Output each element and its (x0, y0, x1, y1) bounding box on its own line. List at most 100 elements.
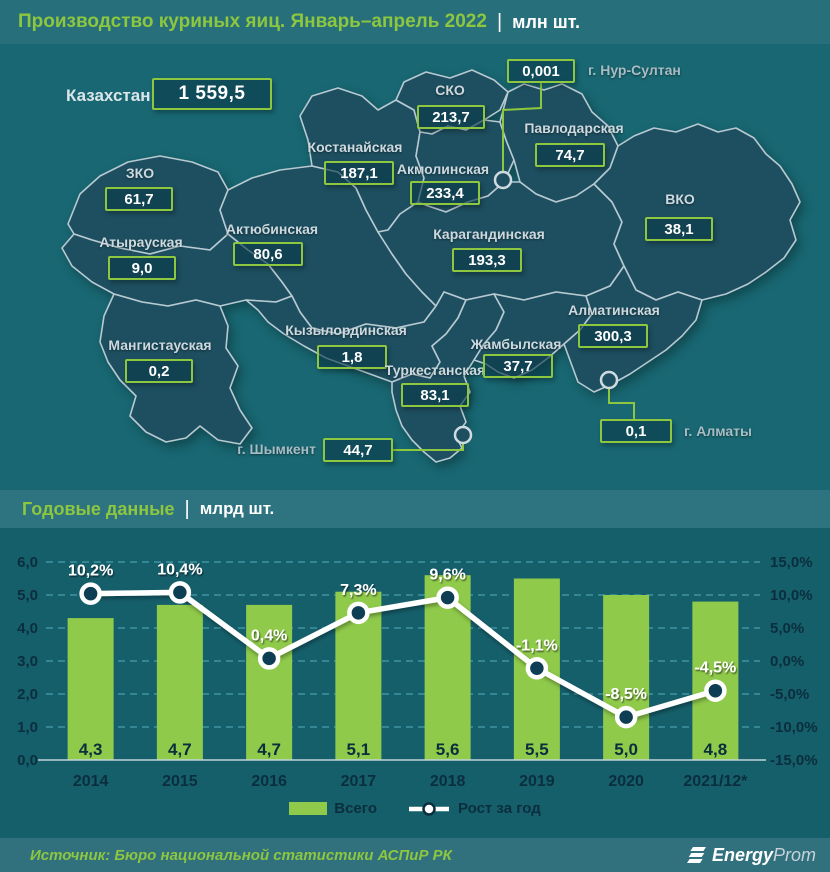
annual-combo-chart: 6,0 15,0% 5,0 10,0% 4,0 5,0% 3,0 0,0% 2,0 -5,0% 1,… (17, 554, 818, 790)
region-label-sko: СКО (435, 82, 465, 98)
growth-marker (257, 647, 281, 670)
region-value-vko: 38,1 (645, 217, 713, 241)
right-axis-tick: 10,0% (770, 587, 813, 604)
x-axis-label: 2021/12* (683, 773, 748, 790)
region-value-zhambyl: 37,7 (483, 354, 553, 378)
bar-value-label: 4,8 (704, 740, 728, 759)
region-label-kyzylorda: Кызылординская (285, 322, 407, 338)
region-label-aktobe: Актюбинская (225, 221, 319, 237)
bar-value-label: 5,5 (525, 740, 549, 759)
annual-section-bar: Годовые данные | млрд шт. (0, 490, 830, 528)
legend-item-total: Всего (289, 800, 377, 817)
region-label-vko: ВКО (665, 191, 695, 207)
energyprom-logo: EnergyProm (685, 845, 816, 866)
right-axis-tick: 15,0% (770, 554, 813, 571)
x-axis-label: 2016 (251, 773, 287, 790)
growth-marker (525, 657, 549, 680)
right-axis-tick: 5,0% (770, 620, 804, 637)
region-label-zko: ЗКО (125, 165, 155, 181)
growth-marker (704, 679, 727, 702)
region-value-karaganda: 193,3 (452, 248, 522, 272)
x-axis-label: 2019 (519, 773, 555, 790)
x-axis-label: 2014 (73, 773, 109, 790)
logo-text-light: Prom (772, 844, 816, 865)
city-value-nur-sultan: 0,001 (507, 59, 575, 83)
almaty-marker-icon (599, 370, 619, 390)
energyprom-icon (686, 847, 706, 863)
growth-marker (436, 586, 459, 609)
region-value-atyrau: 9,0 (108, 256, 176, 280)
legend-label-growth: Рост за год (457, 800, 541, 817)
growth-marker (347, 601, 370, 625)
bar-value-label: 4,3 (79, 740, 103, 759)
map-region-vko (593, 123, 801, 301)
x-axis-label: 2018 (430, 773, 466, 790)
region-label-pavlodar: Павлодарская (524, 120, 624, 136)
region-label-karaganda: Карагандинская (433, 226, 545, 242)
left-axis-tick: 2,0 (17, 686, 38, 703)
region-value-mangystau: 0,2 (125, 359, 193, 383)
bar (603, 595, 650, 760)
left-axis-tick: 6,0 (17, 554, 38, 571)
growth-line (87, 589, 719, 720)
growth-label: -1,1% (516, 637, 558, 654)
map-panel: Казахстан 1 559,5 ЗКО 61,7 Атырауская 9,… (0, 44, 830, 490)
region-value-kostanay: 187,1 (324, 161, 394, 185)
region-value-akmola: 233,4 (410, 181, 480, 205)
title-separator: | (496, 10, 503, 33)
footer-bar: Источник: Бюро национальной статистики А… (0, 838, 830, 872)
annual-section-title: Годовые данные (22, 498, 175, 519)
region-label-kostanay: Костанайская (307, 139, 403, 155)
city-value-shymkent: 44,7 (323, 438, 393, 462)
annual-section-unit: млрд шт. (199, 499, 275, 518)
growth-marker (79, 582, 102, 605)
city-label-shymkent: г. Шымкент (237, 441, 316, 457)
bar (67, 618, 114, 760)
title-unit: млн шт. (512, 11, 581, 32)
nur-sultan-marker-icon (493, 170, 513, 190)
region-label-turkestan: Туркестанская (384, 362, 486, 378)
line-marker-icon (408, 801, 449, 816)
shymkent-connector (393, 443, 464, 451)
region-label-almaty-obl: Алматинская (568, 302, 660, 318)
bar-value-label: 5,6 (436, 740, 460, 759)
right-axis-tick: -15,0% (770, 752, 818, 769)
nur-sultan-connector (502, 83, 542, 172)
region-label-atyrau: Атырауская (99, 234, 183, 250)
x-axis-label: 2020 (608, 773, 644, 790)
region-label-mangystau: Мангистауская (108, 337, 212, 353)
left-axis-tick: 5,0 (17, 587, 38, 604)
region-value-aktobe: 80,6 (233, 242, 303, 266)
bar (156, 604, 203, 760)
right-axis-tick: 0,0% (770, 653, 804, 670)
bar-value-label: 4,7 (168, 740, 192, 759)
growth-label: 0,4% (251, 627, 287, 644)
growth-label: 7,3% (340, 582, 376, 599)
chart-legend: Всего Рост за год (0, 800, 830, 817)
x-axis-label: 2015 (162, 773, 198, 790)
city-label-almaty: г. Алматы (684, 423, 752, 439)
growth-label: 10,4% (157, 561, 202, 578)
chart-panel: 6,0 15,0% 5,0 10,0% 4,0 5,0% 3,0 0,0% 2,0 -5,0% 1,… (0, 528, 830, 838)
bar-value-label: 4,7 (257, 740, 281, 759)
x-axis-label: 2017 (341, 773, 377, 790)
almaty-connector (608, 388, 635, 419)
country-label: Казахстан (66, 86, 151, 105)
right-axis-tick: -5,0% (770, 686, 809, 703)
region-value-almaty-obl: 300,3 (578, 324, 648, 348)
city-value-almaty: 0,1 (600, 419, 672, 443)
region-value-turkestan: 83,1 (401, 383, 469, 407)
bar-value-label: 5,0 (614, 740, 638, 759)
header-bar: Производство куриных яиц. Январь–апрель … (0, 0, 830, 44)
city-label-nur-sultan: г. Нур-Султан (588, 62, 681, 78)
bar-swatch-icon (289, 802, 328, 815)
legend-label-total: Всего (334, 800, 377, 817)
right-axis-tick: -10,0% (770, 719, 818, 736)
left-axis-tick: 3,0 (17, 653, 38, 670)
region-label-zhambyl: Жамбылская (470, 336, 562, 352)
country-value: 1 559,5 (152, 78, 272, 110)
growth-marker (168, 581, 192, 604)
region-label-akmola: Акмолинская (396, 161, 490, 177)
logo-text-bold: Energy (711, 844, 773, 865)
